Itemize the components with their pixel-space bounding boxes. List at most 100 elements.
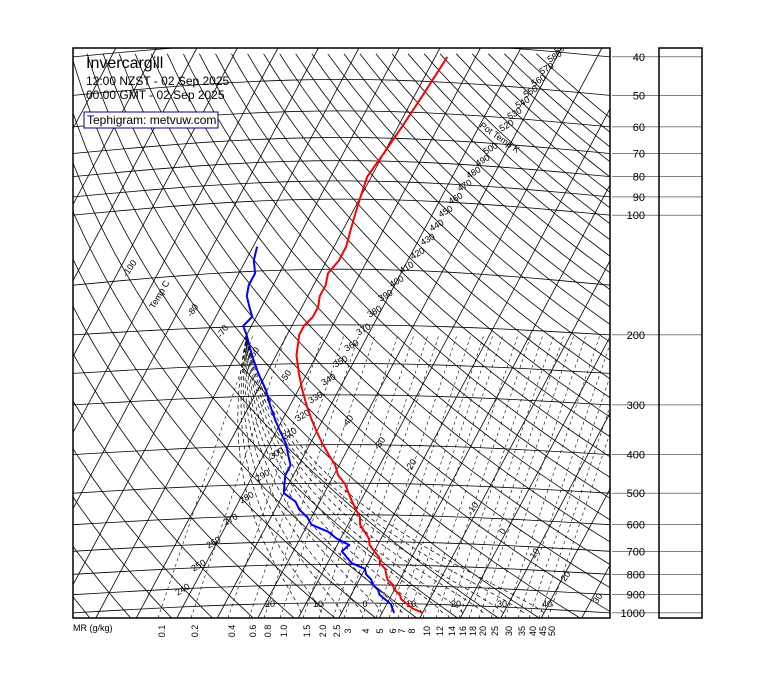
pressure-tick-label: 200 xyxy=(627,330,645,342)
mr-tick-label: 25 xyxy=(490,626,500,636)
dry-adiabat-line xyxy=(375,53,610,274)
diagram-grid xyxy=(73,48,610,618)
isotherm-line xyxy=(257,48,562,618)
surface-isotherm-label: 20 xyxy=(265,599,275,609)
mr-tick-label: 7 xyxy=(397,628,407,633)
isobar-line xyxy=(73,444,610,455)
dry-adiabat-line xyxy=(86,53,581,618)
mixing-ratio-line xyxy=(343,334,440,618)
mixing-ratio-line xyxy=(248,334,345,618)
moist-adiabat-line xyxy=(244,334,363,614)
dry-adiabat-line xyxy=(488,53,610,163)
dry-adiabat-line xyxy=(359,53,610,291)
dry-adiabat-line xyxy=(423,53,610,225)
mixing-ratio-line xyxy=(302,334,399,618)
dry-adiabat-line xyxy=(73,545,132,618)
mr-tick-label: 3 xyxy=(343,628,353,633)
mixing-ratio-line xyxy=(375,334,472,618)
moist-adiabat-line xyxy=(240,334,322,614)
moist-adiabat-line xyxy=(237,334,302,614)
dry-adiabat-line xyxy=(327,53,610,325)
theta-label: 360 xyxy=(342,337,360,353)
mr-tick-label: 30 xyxy=(504,626,514,636)
dry-adiabat-line xyxy=(183,53,610,499)
isobar-line xyxy=(73,563,610,575)
mr-tick-label: 2.0 xyxy=(318,625,328,638)
mixing-ratio-line xyxy=(447,334,544,618)
mr-tick-label: 0.4 xyxy=(227,625,237,638)
isotherm-line xyxy=(216,48,522,618)
isotherm-line xyxy=(73,48,319,510)
dry-adiabat-line xyxy=(118,53,610,589)
isotherm-label: 10 xyxy=(528,546,542,560)
dry-adiabat-line xyxy=(439,53,610,209)
mr-tick-label: 20 xyxy=(478,626,488,636)
theta-label: 470 xyxy=(455,177,473,193)
mixing-ratio-line xyxy=(504,334,601,618)
isobar-line xyxy=(73,514,610,526)
isotherm-label: -100 xyxy=(120,258,139,278)
theta-label: 300 xyxy=(267,445,285,461)
mixing-ratio-line xyxy=(478,334,575,618)
mr-tick-label: 50 xyxy=(547,626,557,636)
mr-tick-label: 14 xyxy=(447,626,457,636)
theta-label: 400 xyxy=(387,273,405,289)
isotherm-line xyxy=(540,488,610,618)
mixing-ratio-line xyxy=(318,334,415,618)
isotherm-label: -20 xyxy=(403,457,419,473)
pressure-tick-label: 50 xyxy=(633,90,645,102)
pressure-tick-label: 500 xyxy=(627,488,645,500)
surface-isotherm-label: 10 xyxy=(313,599,323,609)
isobar-line xyxy=(73,268,610,286)
isotherm-line xyxy=(95,48,400,618)
isotherm-line xyxy=(338,107,610,618)
plot-frame xyxy=(72,47,611,619)
mr-axis-label: MR (g/kg) xyxy=(73,623,113,633)
isotherm-label: -30 xyxy=(372,435,388,451)
moist-adiabat-line xyxy=(246,334,504,614)
mixing-ratio-line xyxy=(458,334,555,618)
mixing-ratio-line xyxy=(361,334,458,618)
dry-adiabat-line xyxy=(73,161,458,618)
isotherm-line xyxy=(73,48,279,434)
mr-tick-labels: 0.1 0.2 0.4 0.6 0.8 1.0 1.5 2.0 2.5 3 4 5 6 7 8 10 12 14 1… xyxy=(157,625,557,638)
theta-label: 280 xyxy=(237,489,255,505)
mixing-ratio-line xyxy=(190,334,287,618)
mixing-ratio-line xyxy=(528,375,610,618)
temp-axis-label: Temp C xyxy=(147,278,171,310)
mr-tick-label: 6 xyxy=(388,628,398,633)
theta-label: 440 xyxy=(427,217,445,233)
dry-adiabat-line xyxy=(73,400,254,618)
mr-tick-label: 16 xyxy=(458,626,468,636)
isobar-line xyxy=(73,482,610,494)
isobar-line xyxy=(73,584,610,596)
surface-isotherm-label: 40 xyxy=(542,599,552,609)
mr-tick-label: 12 xyxy=(435,626,445,636)
source-label-box xyxy=(83,111,219,129)
mr-tick-label: 10 xyxy=(422,626,432,636)
isotherm-line xyxy=(297,48,603,618)
pressure-tick-label: 400 xyxy=(627,450,645,462)
isotherm-label: -40 xyxy=(340,413,356,429)
surface-isotherm-label: 10 xyxy=(406,599,416,609)
moist-adiabat-line xyxy=(246,334,484,614)
mixing-ratio-line xyxy=(388,334,485,618)
dry-adiabat-line xyxy=(263,53,610,399)
moist-adiabat-line xyxy=(246,334,545,614)
theta-label: 340 xyxy=(319,371,337,387)
isobar-line xyxy=(73,137,610,154)
isobar-line xyxy=(73,78,610,96)
dry-adiabat-line xyxy=(73,305,336,618)
mr-tick-label: 2.5 xyxy=(332,625,342,638)
isobar-line xyxy=(73,394,610,406)
moist-adiabat-line xyxy=(242,334,342,614)
moist-adiabat-line xyxy=(246,334,525,614)
mr-tick-label: 1.5 xyxy=(302,625,312,638)
dry-adiabat-line xyxy=(73,596,91,618)
pressure-tick-label: 70 xyxy=(633,149,645,161)
isotherm-label: -80 xyxy=(185,302,201,318)
dry-adiabat-line xyxy=(73,59,540,618)
pressure-axis-panel xyxy=(658,47,703,619)
dry-adiabat-line xyxy=(73,496,172,618)
pressure-tick-label: 90 xyxy=(633,192,645,204)
